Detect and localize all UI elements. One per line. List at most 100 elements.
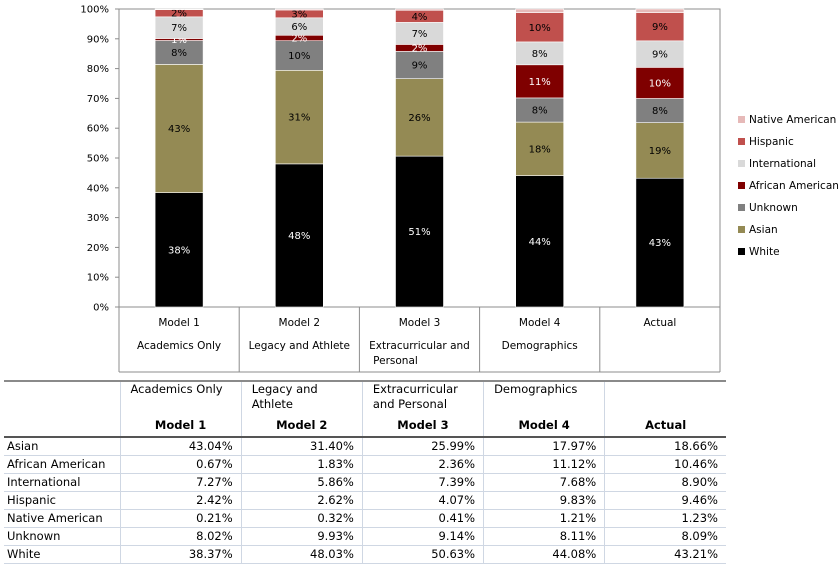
data-label: 8% [532, 49, 548, 60]
category-label: Model 2 [279, 317, 321, 329]
data-table: Academics Only Legacy and Athlete Extrac… [4, 380, 726, 564]
data-label: 9% [652, 50, 668, 61]
table-cell: 9.14% [361, 527, 484, 546]
table-cell: 0.67% [119, 455, 242, 474]
table-cell: 10.46% [604, 455, 726, 474]
table-cell: 2.42% [119, 491, 242, 510]
table-desc-cell [604, 380, 726, 418]
row-label: International [4, 473, 120, 492]
table-corner [4, 418, 120, 438]
table-row: White 38.37% 48.03% 50.63% 44.08% 43.21% [4, 545, 726, 564]
legend-swatch [738, 138, 745, 145]
legend-label: Hispanic [749, 136, 794, 148]
data-label: 9% [412, 61, 428, 72]
legend-swatch [738, 116, 745, 123]
table-cell: 8.02% [119, 527, 242, 546]
table-cell: 7.27% [119, 473, 242, 492]
table-cell: 1.23% [604, 509, 726, 528]
bar-segment [635, 40, 685, 68]
table-row: Asian 43.04% 31.40% 25.99% 17.97% 18.66% [4, 437, 726, 456]
y-tick-label: 30% [87, 213, 109, 224]
table-row: African American 0.67% 1.83% 2.36% 11.12… [4, 455, 726, 474]
table-cell: 1.83% [240, 455, 363, 474]
data-label: 3% [291, 9, 307, 20]
bar-segment [395, 155, 444, 308]
data-label: 51% [408, 227, 430, 238]
table-cell: 18.66% [604, 437, 726, 456]
data-label: 38% [168, 245, 190, 256]
bar-segment [274, 69, 324, 165]
data-label: 8% [652, 106, 668, 117]
y-tick-label: 50% [87, 154, 109, 165]
y-tick-label: 10% [87, 273, 109, 284]
category-label: Extracurricular and [369, 340, 470, 352]
data-label: 2% [291, 33, 307, 44]
data-label: 2% [412, 43, 428, 54]
row-label: Asian [4, 437, 120, 456]
data-label: 48% [288, 231, 310, 242]
table-corner [4, 380, 120, 418]
table-model-header: Model 2 [240, 418, 363, 438]
table-row: Hispanic 2.42% 2.62% 4.07% 9.83% 9.46% [4, 491, 726, 510]
data-label: 8% [171, 48, 187, 59]
legend-swatch [738, 248, 745, 255]
bar-segment [274, 40, 324, 71]
y-tick-label: 0% [93, 303, 109, 314]
table-model-header: Model 1 [119, 418, 242, 438]
data-label: 43% [168, 124, 190, 135]
category-label: Model 1 [158, 317, 200, 329]
y-tick-label: 90% [87, 34, 109, 45]
bar-segment [274, 163, 324, 308]
bar-segment [515, 97, 565, 123]
row-label: African American [4, 455, 120, 474]
data-label: 10% [529, 23, 551, 34]
table-cell: 4.07% [361, 491, 484, 510]
table-cell: 5.86% [240, 473, 363, 492]
category-label: Model 4 [519, 317, 561, 329]
table-cell: 8.09% [604, 527, 726, 546]
bar-segment [395, 51, 444, 79]
bar-segment [154, 64, 204, 193]
bar-segment [515, 175, 565, 308]
data-label: 31% [288, 113, 310, 124]
data-label: 7% [412, 29, 428, 40]
legend-label: Native American [749, 114, 836, 126]
legend-label: Unknown [749, 202, 798, 214]
row-label: Unknown [4, 527, 120, 546]
table-cell: 0.32% [240, 509, 363, 528]
bar-segment [635, 12, 685, 42]
data-label: 4% [412, 12, 428, 23]
table-model-header: Model 4 [483, 418, 605, 438]
data-label: 26% [408, 113, 430, 124]
bar-segment [515, 121, 565, 176]
table-desc-cell: Extracurricular and Personal [361, 380, 484, 418]
data-label: 8% [532, 106, 548, 117]
data-label: 1% [171, 35, 187, 46]
data-label: 9% [652, 22, 668, 33]
data-label: 44% [529, 237, 551, 248]
row-label: Native American [4, 509, 120, 528]
table-cell: 25.99% [361, 437, 484, 456]
bar-segment [635, 177, 685, 308]
bar-segment [395, 78, 444, 157]
legend-label: White [749, 246, 780, 258]
table-cell: 0.41% [361, 509, 484, 528]
table-cell: 11.12% [483, 455, 605, 474]
data-label: 11% [529, 77, 551, 88]
table-cell: 31.40% [240, 437, 363, 456]
table-cell: 7.68% [483, 473, 605, 492]
bar-segment [635, 8, 685, 13]
data-label: 43% [649, 238, 671, 249]
category-label: Legacy and Athlete [249, 340, 350, 352]
category-label: Academics Only [137, 340, 221, 352]
data-label: 2% [171, 9, 187, 20]
y-tick-label: 70% [87, 94, 109, 105]
table-cell: 43.04% [119, 437, 242, 456]
bar-segment [395, 8, 444, 11]
table-cell: 43.21% [604, 545, 726, 564]
stacked-bar-chart: 0% 10% 20% 30% 40% 50% 60% 70% 80% 90% 100% 38% 43% 8… [80, 5, 839, 373]
category-label: Personal [373, 355, 418, 367]
legend-swatch [738, 204, 745, 211]
y-tick-label: 20% [87, 243, 109, 254]
table-cell: 9.83% [483, 491, 605, 510]
